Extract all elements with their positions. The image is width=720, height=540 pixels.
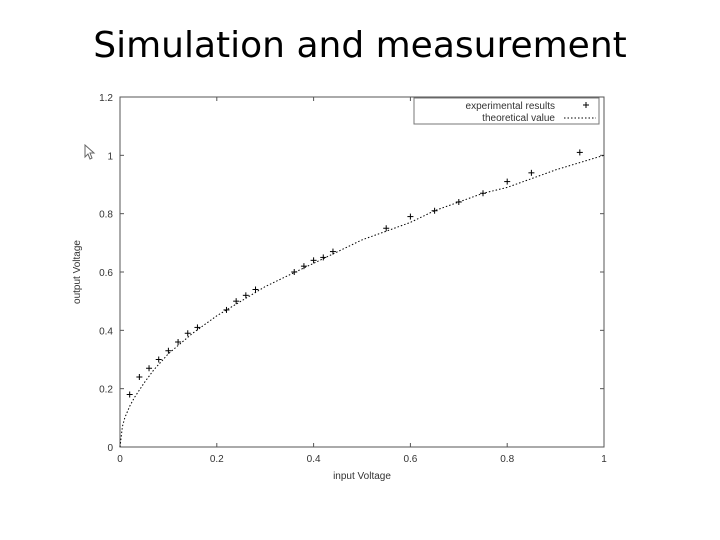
mouse-pointer-icon — [84, 144, 96, 160]
series-layer — [119, 149, 605, 448]
x-tick-labels: 0 0.2 0.4 0.6 0.8 1 — [117, 454, 607, 465]
x-tick-label: 0.8 — [500, 454, 514, 465]
data-point-experimental — [223, 306, 230, 313]
x-tick-label: 0 — [117, 454, 123, 465]
data-point-experimental — [126, 391, 133, 398]
data-point-experimental — [155, 356, 162, 363]
data-point-experimental — [383, 225, 390, 232]
data-point-experimental — [310, 257, 317, 264]
legend-marker-experimental — [583, 102, 589, 108]
series-line-theoretical-value — [119, 154, 605, 448]
axis-ticks — [119, 96, 605, 448]
plot-frame — [119, 96, 605, 448]
data-point-experimental — [576, 149, 583, 156]
data-point-experimental — [431, 207, 438, 214]
data-point-experimental — [146, 365, 153, 372]
data-point-experimental — [233, 298, 240, 305]
y-tick-labels: 0 0.2 0.4 0.6 0.8 1 1.2 — [99, 93, 113, 454]
x-axis-label: input Voltage — [333, 471, 391, 482]
y-tick-label: 0.2 — [99, 385, 113, 396]
data-point-experimental — [252, 286, 259, 293]
y-tick-label: 0.6 — [99, 268, 113, 279]
data-point-experimental — [175, 339, 182, 345]
data-point-experimental — [504, 178, 511, 185]
x-tick-label: 0.6 — [403, 454, 417, 465]
data-point-experimental — [528, 169, 535, 176]
data-point-experimental — [194, 324, 201, 331]
data-point-experimental — [165, 347, 172, 354]
slide-title: Simulation and measurement — [93, 25, 627, 66]
data-point-experimental — [300, 263, 307, 270]
y-tick-label: 1.2 — [99, 93, 113, 104]
y-tick-label: 1 — [107, 151, 113, 162]
data-point-experimental — [136, 374, 143, 380]
legend-box — [413, 97, 600, 125]
y-tick-label: 0.4 — [99, 326, 113, 337]
x-tick-label: 1 — [601, 454, 607, 465]
x-tick-label: 0.2 — [210, 454, 224, 465]
x-tick-label: 0.4 — [307, 454, 321, 465]
data-point-experimental — [242, 292, 249, 299]
legend-label-experimental: experimental results — [466, 101, 555, 112]
data-point-experimental — [184, 330, 191, 337]
data-point-experimental — [320, 254, 327, 261]
legend: experimental results theoretical value — [413, 97, 600, 125]
data-point-experimental — [407, 213, 414, 220]
y-tick-label: 0.8 — [99, 210, 113, 221]
legend-label-theoretical: theoretical value — [482, 113, 555, 124]
y-tick-label: 0 — [107, 443, 113, 454]
y-axis-label: output Voltage — [72, 240, 83, 304]
data-point-experimental — [455, 199, 462, 205]
